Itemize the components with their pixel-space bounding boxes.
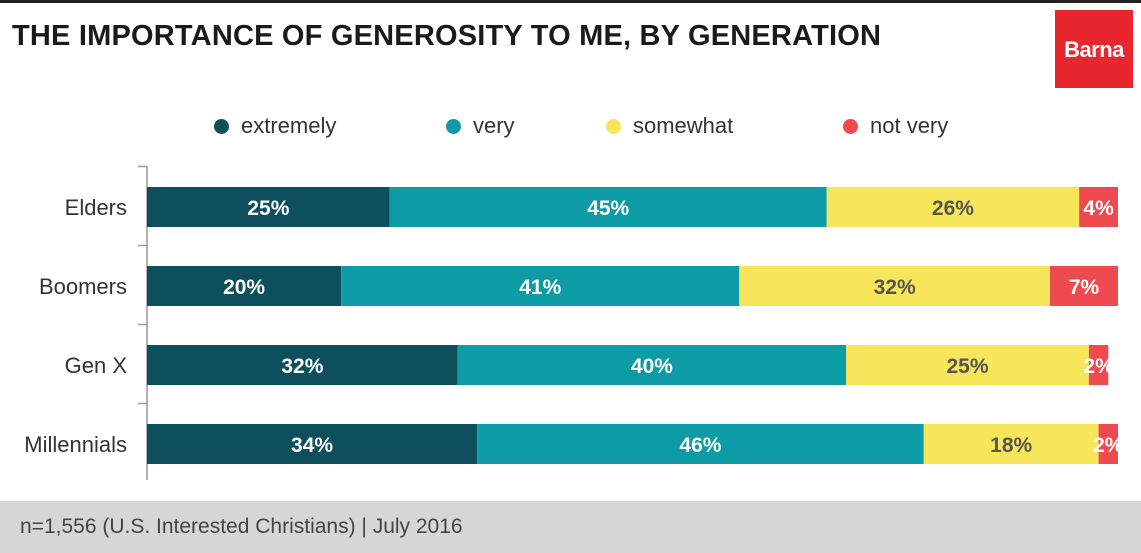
data-label: 4%	[1083, 197, 1114, 220]
bar-segment	[147, 266, 342, 306]
legend-item-extremely: extremely	[214, 112, 336, 140]
legend-label-somewhat: somewhat	[633, 113, 734, 138]
data-label: 45%	[587, 197, 629, 220]
data-label: 18%	[990, 434, 1032, 457]
footer-bar: n=1,556 (U.S. Interested Christians) | J…	[0, 501, 1141, 553]
bar-segment	[477, 424, 924, 464]
data-label: 46%	[679, 434, 721, 457]
category-label: Millennials	[24, 432, 127, 457]
legend-dot-somewhat	[606, 118, 621, 134]
bar-segment	[826, 187, 1080, 227]
data-label: 32%	[874, 276, 916, 299]
category-label: Elders	[65, 195, 127, 220]
legend-label-very: very	[473, 113, 515, 138]
bar-segment	[457, 345, 847, 385]
data-label: 25%	[247, 197, 289, 220]
data-label: 32%	[281, 355, 323, 378]
data-label: 20%	[223, 276, 265, 299]
legend-label-not-very: not very	[870, 113, 949, 138]
bar-segment	[1088, 345, 1109, 385]
legend-item-somewhat: somewhat	[606, 112, 733, 140]
bar-segment	[341, 266, 740, 306]
legend-dot-not-very	[843, 118, 858, 134]
data-label: 7%	[1069, 276, 1100, 299]
stacked-bar-chart: Elders 25% 45% 26% 4% Boomers 20% 41% 32% 7% Gen X…	[24, 165, 1124, 480]
legend-item-not-very: not very	[843, 112, 948, 140]
legend-dot-extremely	[214, 118, 229, 134]
category-label: Gen X	[65, 353, 128, 378]
data-label: 34%	[291, 434, 333, 457]
top-rule	[0, 0, 1141, 3]
bar-segment	[923, 424, 1099, 464]
bar-segment	[147, 424, 478, 464]
logo-text: Barna	[1064, 37, 1124, 62]
legend-dot-very	[446, 118, 461, 134]
legend-item-very: very	[446, 112, 515, 140]
chart-title: THE IMPORTANCE OF GENEROSITY TO ME, BY G…	[12, 20, 882, 52]
data-label: 25%	[946, 355, 988, 378]
legend-label-extremely: extremely	[241, 113, 337, 138]
barna-logo: Barna	[1055, 10, 1133, 88]
data-label: 26%	[932, 197, 974, 220]
bar-segment	[389, 187, 827, 227]
bar-segment	[1079, 187, 1118, 227]
bar-segment	[1098, 424, 1118, 464]
footer-note: n=1,556 (U.S. Interested Christians) | J…	[20, 515, 463, 538]
bar-segment	[1050, 266, 1118, 306]
bar-segment	[147, 345, 458, 385]
category-label: Boomers	[39, 274, 127, 299]
data-label: 41%	[519, 276, 561, 299]
bar-segment	[147, 187, 390, 227]
data-label: 40%	[631, 355, 673, 378]
bar-segment	[846, 345, 1089, 385]
data-label: 2%	[1083, 355, 1114, 378]
bar-segment	[739, 266, 1051, 306]
data-label: 2%	[1093, 434, 1124, 457]
